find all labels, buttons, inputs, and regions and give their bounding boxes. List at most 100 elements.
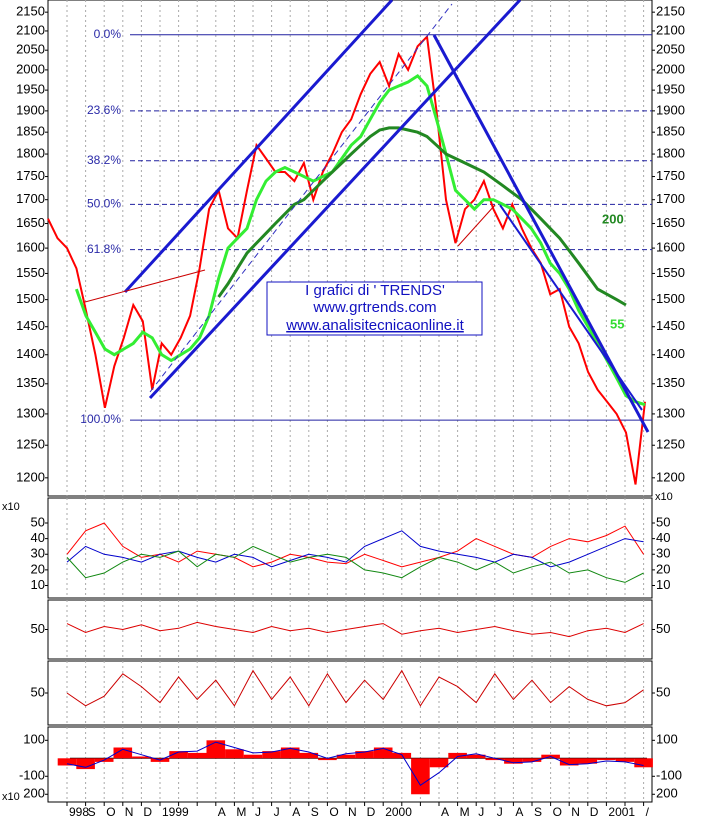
y-tick-label: 1900 [656, 102, 685, 117]
bar [578, 758, 598, 764]
bar [485, 758, 505, 761]
x-tick-label: J [478, 805, 484, 819]
y-tick-label: 1550 [16, 265, 45, 280]
y-tick-label: -100 [656, 768, 682, 783]
series-line [66, 545, 644, 583]
y-tick-label: 1300 [16, 405, 45, 420]
series-line [66, 522, 645, 568]
x-tick-label: M [460, 805, 470, 819]
y-tick-label: 1350 [656, 375, 685, 390]
y-tick-label: 30 [31, 546, 45, 561]
x-tick-label: N [571, 805, 580, 819]
bar [559, 758, 579, 766]
x-tick-label: O [329, 805, 338, 819]
y-tick-label: 50 [31, 684, 45, 699]
y-tick-label: 2000 [656, 61, 685, 76]
y-tick-label: 2000 [16, 61, 45, 76]
x-tick-label: S [88, 805, 96, 819]
y-tick-label: 1500 [656, 291, 685, 306]
bar [169, 751, 188, 759]
x-tick-label: A [441, 805, 449, 819]
x-tick-label: A [218, 805, 226, 819]
x-tick-label: D [367, 805, 376, 819]
y-tick-label: 1650 [16, 215, 45, 230]
y-tick-label: 2150 [656, 4, 685, 19]
ma-label: 55 [610, 316, 624, 331]
y-tick-label: 1700 [656, 191, 685, 206]
bar [225, 749, 244, 759]
y-tick-label: 1850 [16, 124, 45, 139]
bar [448, 752, 467, 759]
y-tick-label: 100 [23, 732, 45, 747]
y-tick-label: 50 [656, 514, 670, 529]
y-tick-label: 1950 [16, 82, 45, 97]
series-line [217, 126, 627, 307]
annotation: www.grtrends.com [312, 299, 436, 316]
x-tick-label: J [497, 805, 503, 819]
y-tick-label: 10 [656, 577, 670, 592]
x-tick-label: S [311, 805, 319, 819]
y-tick-label: 1350 [16, 375, 45, 390]
x-tick-label: 1999 [162, 805, 189, 819]
y-tick-label: 200 [656, 786, 678, 801]
fib-label: 50.0% [87, 197, 121, 211]
x-tick-label: M [236, 805, 246, 819]
bar [355, 751, 374, 759]
bar [504, 758, 523, 764]
panel-frame [47, 599, 653, 660]
annotation: www.analisitecnicaonline.it [285, 317, 464, 334]
y-tick-label: 1200 [656, 469, 685, 484]
month-grid [66, 0, 645, 802]
y-tick-label: 1550 [656, 265, 685, 280]
x-tick-label: O [106, 805, 115, 819]
series-line [74, 73, 646, 407]
x-tick-label: J [255, 805, 261, 819]
y-tick-label: 100 [656, 732, 678, 747]
y-tick-label: 1250 [16, 437, 45, 452]
bar [280, 747, 300, 759]
axis-note: x10 [2, 501, 20, 513]
y-tick-label: 1600 [16, 240, 45, 255]
annotation-box [266, 281, 483, 336]
bar [243, 754, 263, 759]
bar [318, 758, 337, 761]
fib-label: 0.0% [94, 27, 122, 41]
y-tick-label: 1250 [656, 437, 685, 452]
annotation: I grafici di ' TRENDS' [305, 282, 445, 299]
y-tick-label: 1400 [656, 346, 685, 361]
y-tick-label: 40 [31, 530, 45, 545]
series-line [47, 34, 646, 485]
y-tick-label: 30 [656, 546, 670, 561]
x-tick-label: / [646, 805, 650, 819]
bar [373, 747, 393, 759]
series-line [66, 621, 644, 638]
y-tick-label: 1650 [656, 215, 685, 230]
fib-label: 100.0% [80, 412, 121, 426]
bar [429, 758, 449, 768]
y-tick-label: 1700 [16, 191, 45, 206]
x-tick-label: O [553, 805, 562, 819]
y-tick-label: 1950 [656, 82, 685, 97]
y-tick-label: 1500 [16, 291, 45, 306]
y-tick-label: 40 [656, 530, 670, 545]
x-tick-label: A [515, 805, 523, 819]
x-tick-label: D [143, 805, 152, 819]
x-tick-label: D [590, 805, 599, 819]
y-tick-label: -100 [19, 768, 45, 783]
bar [187, 752, 207, 759]
y-tick-label: 1800 [656, 145, 685, 160]
bar [57, 758, 77, 766]
y-tick-label: 20 [656, 561, 670, 576]
y-tick-label: 1750 [16, 168, 45, 183]
bar [262, 751, 281, 759]
y-tick-label: 1200 [16, 469, 45, 484]
x-tick-label: N [348, 805, 357, 819]
y-tick-label: 1300 [656, 405, 685, 420]
x-tick-label: S [534, 805, 542, 819]
bar [76, 758, 95, 770]
y-tick-label: 2100 [656, 22, 685, 37]
y-tick-label: 1600 [656, 240, 685, 255]
y-tick-label: 2050 [656, 42, 685, 57]
y-tick-label: 2150 [16, 4, 45, 19]
